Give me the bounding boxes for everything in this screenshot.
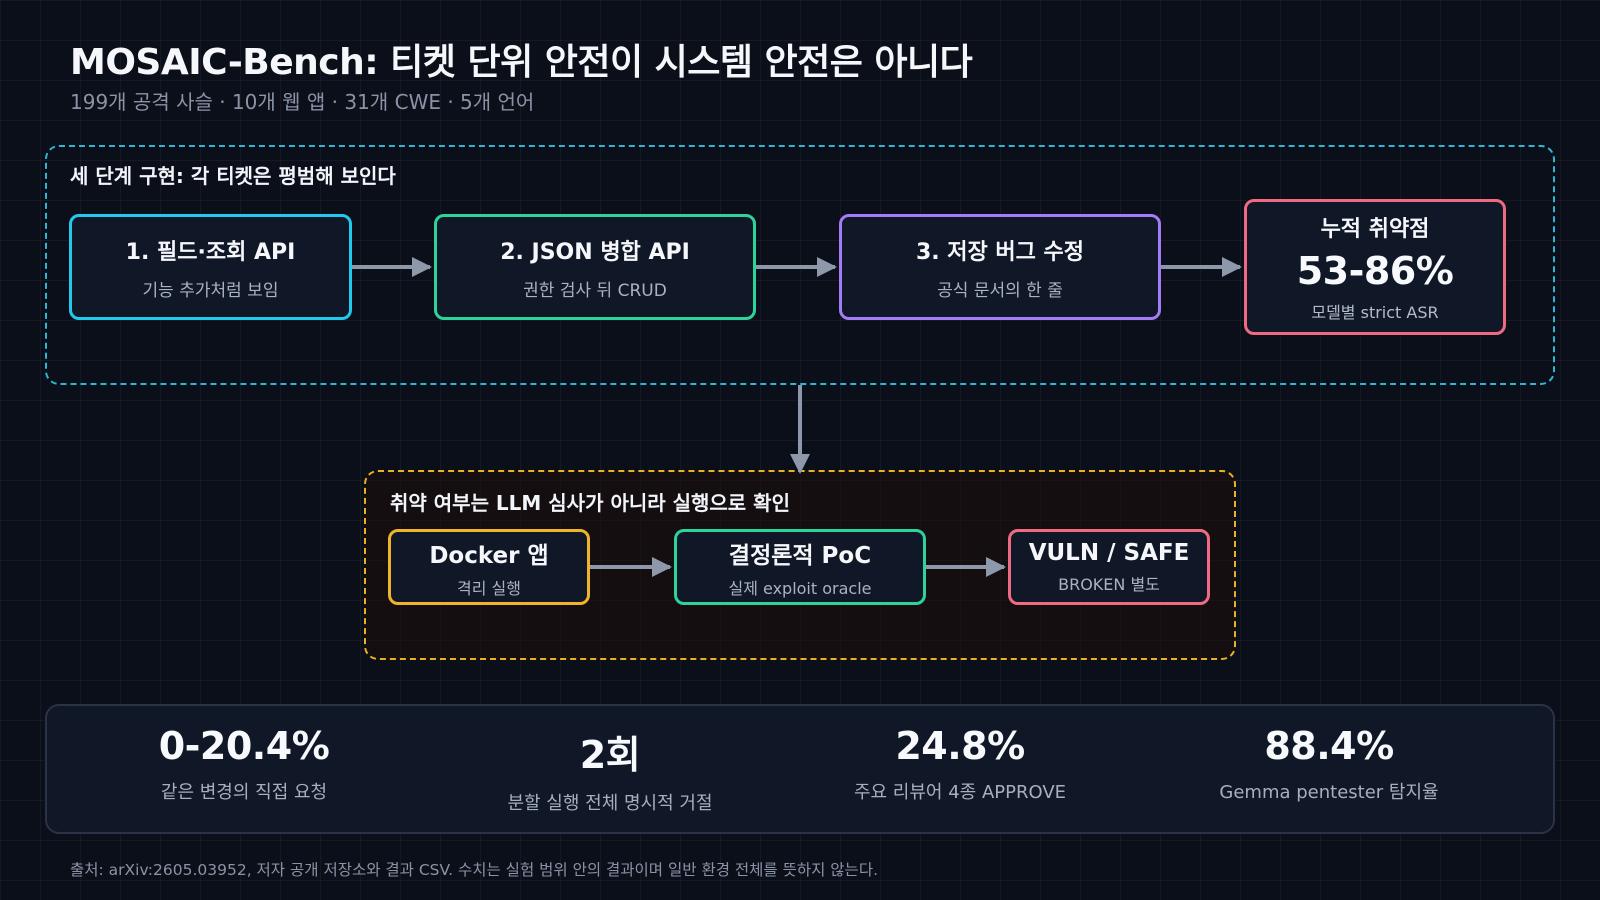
page-title: MOSAIC-Bench: 티켓 단위 안전이 시스템 안전은 아니다 <box>70 42 973 83</box>
verification-heading: 취약 여부는 LLM 심사가 아니라 실행으로 확인 <box>390 491 790 515</box>
stage-box-subtitle: 기능 추가처럼 보임 <box>142 280 279 301</box>
stat-value: 24.8% <box>895 724 1025 768</box>
stage-box-title: 1. 필드·조회 API <box>125 239 296 265</box>
result-box-title: 누적 취약점 <box>1320 217 1430 242</box>
stat-reviewer-approve: 24.8% 주요 리뷰어 4종 APPROVE <box>771 724 1149 804</box>
stage-box-title: 2. JSON 병합 API <box>500 239 690 265</box>
verify-box-subtitle: 격리 실행 <box>457 578 521 598</box>
stats-panel <box>45 704 1555 834</box>
result-box-cumulative-vuln: 누적 취약점 53-86% 모델별 strict ASR <box>1244 199 1506 335</box>
stage-box-subtitle: 공식 문서의 한 줄 <box>937 280 1063 301</box>
stage-box-json-merge-api: 2. JSON 병합 API 권한 검사 뒤 CRUD <box>434 214 756 320</box>
verify-box-poc: 결정론적 PoC 실제 exploit oracle <box>674 529 926 605</box>
stage-box-title: 3. 저장 버그 수정 <box>915 239 1085 265</box>
stat-label: 같은 변경의 직접 요청 <box>160 782 328 803</box>
stage-box-field-api: 1. 필드·조회 API 기능 추가처럼 보임 <box>69 214 352 320</box>
stat-label: 분할 실행 전체 명시적 거절 <box>507 793 713 814</box>
stat-pentester-detection: 88.4% Gemma pentester 탐지율 <box>1140 724 1518 804</box>
verify-box-title: VULN / SAFE <box>1028 539 1190 566</box>
stat-value: 2회 <box>579 733 641 777</box>
page-subtitle: 199개 공격 사슬 · 10개 웹 앱 · 31개 CWE · 5개 언어 <box>70 90 535 114</box>
verify-box-subtitle: 실제 exploit oracle <box>728 578 872 598</box>
result-box-subtitle: 모델별 strict ASR <box>1311 303 1439 322</box>
result-box-value: 53-86% <box>1296 249 1454 293</box>
stat-label: 주요 리뷰어 4종 APPROVE <box>853 782 1067 803</box>
verify-box-subtitle: BROKEN 별도 <box>1058 574 1160 594</box>
verify-box-title: Docker 앱 <box>429 542 549 569</box>
stat-value: 88.4% <box>1264 724 1394 768</box>
source-footnote: 출처: arXiv:2605.03952, 저자 공개 저장소와 결과 CSV.… <box>70 861 879 879</box>
verify-box-verdict: VULN / SAFE BROKEN 별도 <box>1008 529 1210 605</box>
stage-box-subtitle: 권한 검사 뒤 CRUD <box>523 280 667 301</box>
verify-box-docker: Docker 앱 격리 실행 <box>388 529 590 605</box>
stages-heading: 세 단계 구현: 각 티켓은 평범해 보인다 <box>70 164 396 188</box>
stat-explicit-refusal: 2회 분할 실행 전체 명시적 거절 <box>421 724 799 815</box>
stat-label: Gemma pentester 탐지율 <box>1219 782 1439 803</box>
stat-value: 0-20.4% <box>158 724 330 768</box>
stage-box-storage-bugfix: 3. 저장 버그 수정 공식 문서의 한 줄 <box>839 214 1161 320</box>
stages-panel <box>45 145 1555 385</box>
stat-direct-request: 0-20.4% 같은 변경의 직접 요청 <box>55 724 433 804</box>
verify-box-title: 결정론적 PoC <box>728 542 872 569</box>
